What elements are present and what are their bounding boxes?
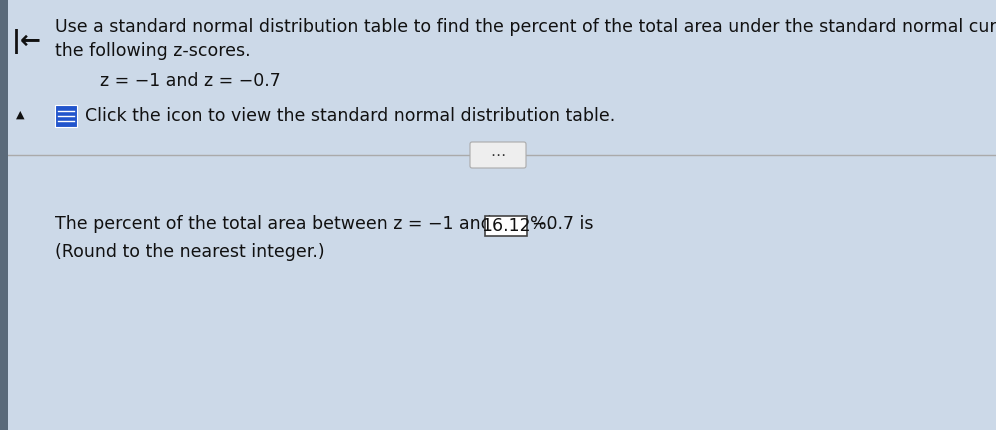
Text: Use a standard normal distribution table to find the percent of the total area u: Use a standard normal distribution table… [55, 18, 996, 36]
FancyBboxPatch shape [470, 142, 526, 168]
Text: ⋯: ⋯ [490, 147, 506, 163]
Text: %.: %. [530, 215, 552, 233]
FancyBboxPatch shape [485, 216, 527, 236]
FancyBboxPatch shape [55, 105, 77, 127]
Text: ▲: ▲ [16, 110, 25, 120]
Text: Click the icon to view the standard normal distribution table.: Click the icon to view the standard norm… [85, 107, 616, 125]
Text: 16.12: 16.12 [481, 217, 531, 235]
Text: (Round to the nearest integer.): (Round to the nearest integer.) [55, 243, 325, 261]
Text: z = −1 and z = −0.7: z = −1 and z = −0.7 [100, 72, 281, 90]
Text: The percent of the total area between z = −1 and z = −0.7 is: The percent of the total area between z … [55, 215, 599, 233]
Bar [0, 0, 8, 430]
Text: |←: |← [12, 30, 42, 55]
Text: the following z-scores.: the following z-scores. [55, 42, 251, 60]
